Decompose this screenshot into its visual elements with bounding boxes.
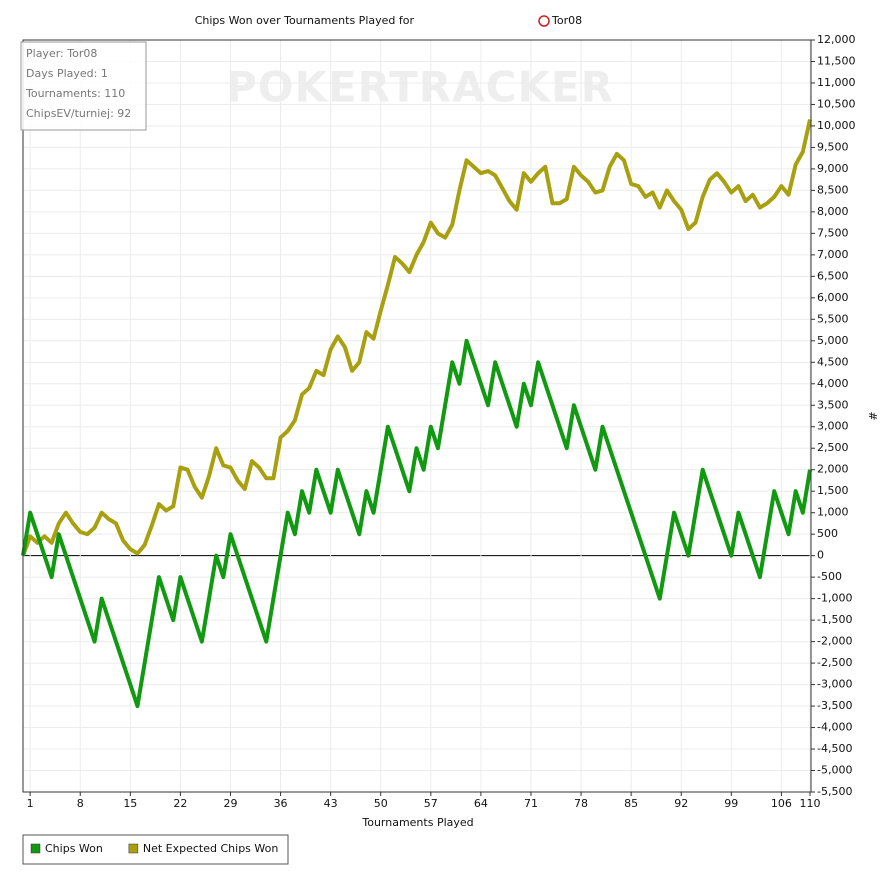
- legend-swatch: [128, 843, 139, 854]
- x-tick-label: 78: [574, 797, 588, 810]
- y-tick-label: 2,500: [817, 441, 849, 454]
- y-tick-label: 1,500: [817, 484, 849, 497]
- x-tick-label: 106: [771, 797, 792, 810]
- plot-frame: [22, 39, 812, 793]
- x-tick-label: 1: [27, 797, 34, 810]
- y-tick-label: 5,000: [817, 334, 849, 347]
- y-tick-label: -3,500: [817, 699, 852, 712]
- y-tick-label: -3,000: [817, 678, 852, 691]
- x-tick-label: 29: [223, 797, 237, 810]
- x-tick-label: 110: [800, 797, 821, 810]
- legend-label: Net Expected Chips Won: [143, 842, 279, 855]
- y-tick-label: -1,500: [817, 613, 852, 626]
- y-tick-label: 4,000: [817, 377, 849, 390]
- y-tick-label: 12,000: [817, 33, 856, 46]
- y-tick-label: 6,000: [817, 291, 849, 304]
- chart-title: Chips Won over Tournaments Played for: [195, 14, 415, 27]
- x-tick-label: 36: [274, 797, 288, 810]
- x-tick-label: 85: [624, 797, 638, 810]
- y-tick-label: 2,000: [817, 463, 849, 476]
- info-line: Tournaments: 110: [25, 87, 125, 100]
- y-tick-label: 11,000: [817, 76, 856, 89]
- y-tick-label: 9,000: [817, 162, 849, 175]
- player-name: Tor08: [551, 14, 582, 27]
- legend-swatch: [30, 843, 41, 854]
- x-tick-label: 64: [474, 797, 488, 810]
- y-tick-label: 9,500: [817, 140, 849, 153]
- info-box: [20, 41, 147, 131]
- y-tick-label: -5,500: [817, 785, 852, 798]
- y-tick-label: -4,000: [817, 721, 852, 734]
- watermark: POKERTRACKER: [226, 63, 614, 112]
- legend: [22, 834, 289, 865]
- series-line: [21, 119, 812, 557]
- x-axis-label: Tournaments Played: [361, 816, 473, 829]
- y-tick-label: 8,500: [817, 183, 849, 196]
- y-tick-label: -2,500: [817, 656, 852, 669]
- y-tick-label: -4,500: [817, 742, 852, 755]
- y-tick-label: 5,500: [817, 312, 849, 325]
- y-tick-label: 10,000: [817, 119, 856, 132]
- y-tick-label: 11,500: [817, 54, 856, 67]
- y-axis-label: #: [866, 411, 879, 420]
- y-tick-label: 10,500: [817, 97, 856, 110]
- y-tick-label: 0: [817, 549, 824, 562]
- x-tick-label: 71: [524, 797, 538, 810]
- x-tick-label: 57: [424, 797, 438, 810]
- y-tick-label: 3,500: [817, 398, 849, 411]
- x-tick-label: 22: [173, 797, 187, 810]
- y-tick-label: 4,500: [817, 355, 849, 368]
- y-tick-label: -5,000: [817, 764, 852, 777]
- x-tick-label: 15: [123, 797, 137, 810]
- y-tick-label: 500: [817, 527, 838, 540]
- info-line: ChipsEV/turniej: 92: [26, 107, 131, 120]
- x-tick-label: 8: [77, 797, 84, 810]
- y-tick-label: -1,000: [817, 592, 852, 605]
- y-tick-label: 3,000: [817, 420, 849, 433]
- y-tick-label: 8,000: [817, 205, 849, 218]
- y-tick-label: 7,000: [817, 248, 849, 261]
- x-tick-label: 92: [674, 797, 688, 810]
- x-tick-label: 99: [724, 797, 738, 810]
- x-tick-label: 50: [374, 797, 388, 810]
- y-tick-label: 6,500: [817, 269, 849, 282]
- player-icon: [538, 15, 550, 27]
- y-tick-label: -500: [817, 570, 842, 583]
- y-tick-label: 7,500: [817, 226, 849, 239]
- x-tick-label: 43: [324, 797, 338, 810]
- series-line: [21, 338, 812, 709]
- y-tick-label: 1,000: [817, 506, 849, 519]
- info-line: Player: Tor08: [26, 47, 97, 60]
- y-tick-label: -2,000: [817, 635, 852, 648]
- legend-label: Chips Won: [45, 842, 103, 855]
- info-line: Days Played: 1: [26, 67, 108, 80]
